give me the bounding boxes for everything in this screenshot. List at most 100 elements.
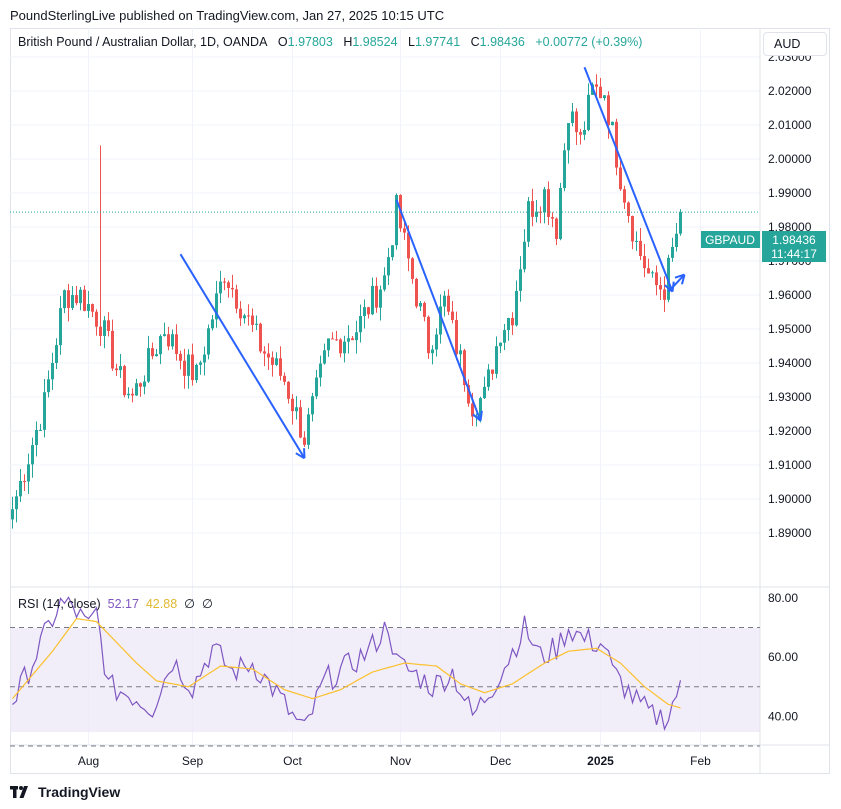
candle (303, 431, 306, 447)
rsi-legend: RSI (14, close) 52.17 42.88 ∅ ∅ (18, 596, 213, 611)
rsi-value: 52.17 (107, 597, 139, 611)
candle (651, 270, 654, 278)
candle (563, 143, 566, 192)
candle (451, 301, 454, 324)
candle (203, 346, 206, 376)
candle (323, 343, 326, 365)
candle (283, 372, 286, 386)
candle (331, 332, 334, 340)
candle (87, 290, 90, 318)
candle (491, 369, 494, 380)
candle (583, 121, 586, 141)
candle (107, 312, 110, 337)
candle (619, 159, 622, 191)
change-value: +0.00772 (+0.39%) (535, 35, 643, 49)
candle (123, 364, 126, 398)
close-label: C (470, 35, 480, 49)
candle (247, 304, 250, 326)
candle (291, 394, 294, 425)
candle (263, 346, 266, 367)
time-axis-label: 2025 (587, 754, 614, 768)
candle (147, 335, 150, 384)
price-axis-label: 2.01000 (768, 118, 812, 132)
time-axis-label: Dec (490, 754, 511, 768)
tradingview-brand[interactable]: TradingView (10, 784, 120, 800)
candle (223, 277, 226, 291)
candle (395, 193, 398, 250)
candle (515, 280, 518, 327)
candle (11, 496, 14, 529)
currency-button[interactable]: AUD (763, 32, 827, 56)
candle (307, 407, 310, 450)
published-header: PoundSterlingLive published on TradingVi… (10, 8, 445, 23)
candle (659, 277, 662, 300)
candle (99, 145, 102, 347)
candle (155, 348, 158, 357)
price-tag-symbol: GBPAUD (705, 233, 755, 247)
price-axis-label: 2.02000 (768, 84, 812, 98)
candle (115, 363, 118, 376)
candle (183, 348, 186, 389)
candle (571, 103, 574, 127)
candle (119, 353, 122, 378)
candle (671, 237, 674, 262)
candle (567, 122, 570, 164)
trend-arrow (583, 66, 675, 293)
candle (675, 222, 678, 252)
candle (151, 342, 154, 360)
candle (271, 351, 274, 377)
candle (67, 283, 70, 322)
candle (519, 256, 522, 302)
rsi-levels (10, 627, 760, 747)
candle (387, 247, 390, 285)
candle (411, 257, 414, 284)
candle (635, 231, 638, 251)
candle (531, 188, 534, 227)
candle (31, 437, 34, 478)
candle (311, 392, 314, 422)
candle (235, 284, 238, 314)
candle (207, 324, 210, 360)
candle (35, 421, 38, 457)
candle (343, 335, 346, 363)
candle (431, 345, 434, 365)
candle (575, 108, 578, 146)
candle (315, 369, 318, 400)
candle (19, 468, 22, 502)
candle (163, 322, 166, 337)
candle (371, 277, 374, 316)
candle (131, 388, 134, 403)
candle (167, 326, 170, 351)
high-label: H (343, 35, 353, 49)
candle (623, 185, 626, 210)
candle (463, 348, 466, 392)
candle (179, 350, 182, 370)
candle (603, 95, 606, 101)
candle (243, 313, 246, 324)
candle (143, 375, 146, 395)
candle (251, 308, 254, 333)
candle (335, 330, 338, 341)
candle (391, 245, 394, 261)
price-axis-label: 1.94000 (768, 356, 812, 370)
candle (299, 399, 302, 439)
candle (579, 128, 582, 145)
price-axis-label: 1.95000 (768, 322, 812, 336)
candle (427, 315, 430, 359)
rsi-label: RSI (14, close) (18, 597, 101, 611)
candle (503, 324, 506, 351)
candle (159, 334, 162, 365)
candle (103, 316, 106, 349)
candle (587, 83, 590, 132)
candle (455, 311, 458, 361)
candle (111, 319, 114, 371)
candle (383, 267, 386, 292)
candle (599, 77, 602, 99)
candle (355, 320, 358, 354)
candle (319, 355, 322, 387)
candle (511, 312, 514, 335)
candle (359, 304, 362, 343)
candle (647, 258, 650, 274)
candle (539, 206, 542, 224)
